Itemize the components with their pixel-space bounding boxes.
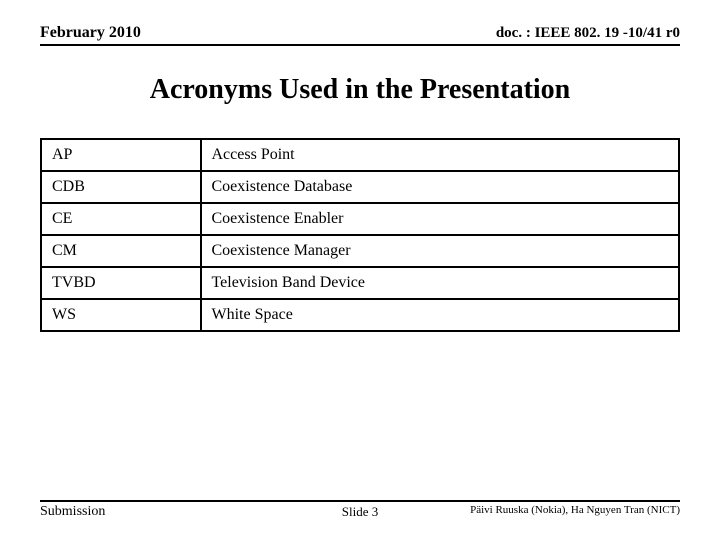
header-doc-id: doc. : IEEE 802. 19 -10/41 r0 bbox=[496, 25, 680, 42]
table-row: CE Coexistence Enabler bbox=[41, 203, 679, 235]
acronym-cell: TVBD bbox=[41, 267, 201, 299]
slide-title: Acronyms Used in the Presentation bbox=[40, 74, 680, 106]
meaning-cell: Access Point bbox=[201, 139, 680, 171]
slide-header: February 2010 doc. : IEEE 802. 19 -10/41… bbox=[40, 24, 680, 46]
table-row: CDB Coexistence Database bbox=[41, 171, 679, 203]
table-row: WS White Space bbox=[41, 299, 679, 331]
acronym-cell: CE bbox=[41, 203, 201, 235]
acronym-cell: WS bbox=[41, 299, 201, 331]
meaning-cell: Television Band Device bbox=[201, 267, 680, 299]
acronym-cell: AP bbox=[41, 139, 201, 171]
footer-slide-number: Slide 3 bbox=[342, 504, 378, 520]
slide: February 2010 doc. : IEEE 802. 19 -10/41… bbox=[0, 0, 720, 540]
table-row: CM Coexistence Manager bbox=[41, 235, 679, 267]
header-date: February 2010 bbox=[40, 24, 141, 42]
meaning-cell: Coexistence Manager bbox=[201, 235, 680, 267]
table-row: TVBD Television Band Device bbox=[41, 267, 679, 299]
acronym-cell: CM bbox=[41, 235, 201, 267]
footer-left: Submission bbox=[40, 504, 105, 520]
acronym-cell: CDB bbox=[41, 171, 201, 203]
meaning-cell: White Space bbox=[201, 299, 680, 331]
meaning-cell: Coexistence Database bbox=[201, 171, 680, 203]
slide-footer: Submission Slide 3 Päivi Ruuska (Nokia),… bbox=[40, 500, 680, 520]
meaning-cell: Coexistence Enabler bbox=[201, 203, 680, 235]
table-row: AP Access Point bbox=[41, 139, 679, 171]
footer-authors: Päivi Ruuska (Nokia), Ha Nguyen Tran (NI… bbox=[470, 504, 680, 516]
acronyms-table: AP Access Point CDB Coexistence Database… bbox=[40, 138, 680, 332]
acronyms-table-body: AP Access Point CDB Coexistence Database… bbox=[41, 139, 679, 331]
